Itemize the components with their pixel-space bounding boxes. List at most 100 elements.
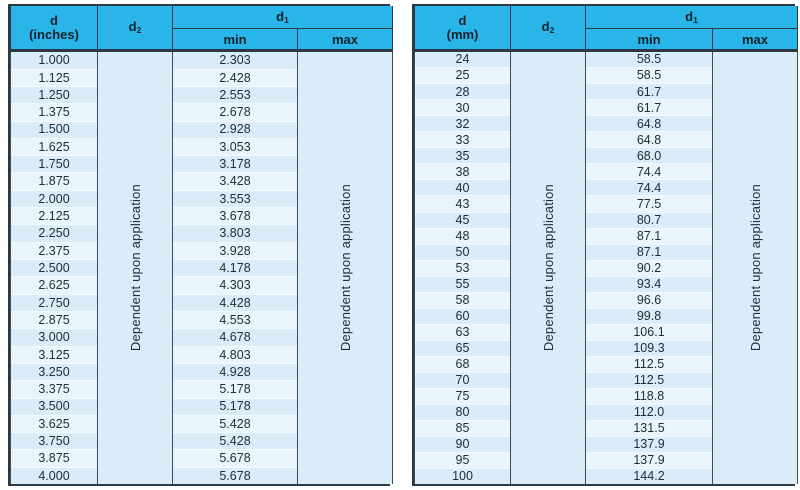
col-header-d-inches: d (inches)	[10, 6, 98, 52]
cell-d: 3.375	[10, 380, 98, 399]
table-row: 43 77.5	[414, 195, 798, 212]
table-row: 50 87.1	[414, 243, 798, 261]
cell-d: 32	[414, 115, 511, 132]
cell-d: 2.500	[10, 259, 98, 277]
cell-d: 1.125	[10, 68, 98, 87]
inches-table-body: 1.000 Dependent upon application 2.303 Depe…	[10, 49, 393, 484]
cell-d: 33	[414, 131, 511, 148]
table-row: 38 74.4	[414, 163, 798, 180]
cell-d1-min: 118.8	[585, 387, 713, 405]
table-row: 100 144.2	[414, 468, 798, 484]
table-row: 33 64.8	[414, 131, 798, 148]
cell-d1-min: 5.428	[172, 414, 298, 433]
col-header-d1: d1	[585, 6, 798, 29]
table-row: 30 61.7	[414, 99, 798, 116]
cell-d: 1.625	[10, 137, 98, 156]
d-unit-label: (mm)	[446, 26, 479, 42]
table-row: 2.625 4.303	[10, 276, 393, 295]
cell-d1-min: 4.303	[172, 276, 298, 295]
cell-d1-min: 3.428	[172, 172, 298, 191]
cell-d: 1.250	[10, 85, 98, 104]
table-row: 3.750 5.428	[10, 432, 393, 450]
d2-subscript: 2	[549, 25, 555, 36]
cell-d: 50	[414, 243, 511, 261]
cell-d1-min: 93.4	[585, 275, 713, 293]
cell-d: 1.750	[10, 155, 98, 173]
table-row: 1.125 2.428	[10, 68, 393, 87]
d2-subscript: 2	[136, 25, 142, 36]
cell-d1-min: 64.8	[585, 115, 713, 132]
d2-label: d	[128, 19, 137, 35]
d1-label: d	[276, 8, 285, 24]
table-row: 3.625 5.428	[10, 414, 393, 433]
cell-d: 28	[414, 83, 511, 100]
cell-d1-min: 5.428	[172, 432, 298, 450]
cell-d: 1.375	[10, 103, 98, 122]
cell-d: 2.000	[10, 189, 98, 208]
table-row: 55 93.4	[414, 275, 798, 293]
cell-d1-min: 61.7	[585, 83, 713, 100]
table-row: 4.000 5.678	[10, 466, 393, 484]
cell-d: 70	[414, 371, 511, 389]
subcol-header-max: max	[712, 28, 798, 52]
table-row: 3.250 4.928	[10, 362, 393, 381]
table-row: 65 109.3	[414, 339, 798, 357]
table-row: 2.000 3.553	[10, 189, 393, 208]
cell-d1-min: 106.1	[585, 323, 713, 341]
cell-d: 58	[414, 291, 511, 309]
d-unit-label: (inches)	[29, 26, 79, 42]
table-row: 85 131.5	[414, 419, 798, 437]
cell-d1-min: 4.553	[172, 310, 298, 329]
table-row: 1.250 2.553	[10, 85, 393, 104]
cell-d1-min: 2.928	[172, 120, 298, 139]
cell-d1-min: 2.553	[172, 85, 298, 104]
d2-dependent-panel: Dependent upon application	[97, 49, 173, 484]
cell-d: 53	[414, 259, 511, 277]
table-row: 3.000 4.678	[10, 328, 393, 347]
cell-d1-min: 5.678	[172, 466, 298, 484]
d-label: d	[50, 12, 58, 28]
cell-d: 100	[414, 468, 511, 484]
cell-d1-min: 4.803	[172, 345, 298, 364]
cell-d: 43	[414, 195, 511, 212]
table-row: 1.375 2.678	[10, 103, 393, 122]
cell-d1-min: 4.428	[172, 293, 298, 312]
cell-d: 2.125	[10, 207, 98, 225]
cell-d1-min: 2.428	[172, 68, 298, 87]
subcol-header-min: min	[172, 28, 298, 52]
cell-d1-min: 137.9	[585, 435, 713, 453]
col-header-d2: d2	[510, 6, 586, 52]
table-row: 3.125 4.803	[10, 345, 393, 364]
cell-d: 2.250	[10, 224, 98, 243]
cell-d: 40	[414, 179, 511, 196]
cell-d1-min: 74.4	[585, 179, 713, 196]
cell-d1-min: 3.178	[172, 155, 298, 173]
mm-table: d (mm) d2 d1 min max 24 Dependent upon ap…	[412, 4, 798, 486]
subcol-header-max: max	[297, 28, 393, 52]
table-row: 75 118.8	[414, 387, 798, 405]
table-row: 1.625 3.053	[10, 137, 393, 156]
cell-d: 3.000	[10, 328, 98, 347]
cell-d: 80	[414, 403, 511, 421]
cell-d1-min: 3.553	[172, 189, 298, 208]
table-row: 80 112.0	[414, 403, 798, 421]
cell-d1-min: 2.303	[172, 49, 298, 70]
cell-d1-min: 77.5	[585, 195, 713, 212]
d1-subscript: 1	[693, 14, 698, 25]
cell-d: 35	[414, 147, 511, 164]
subcol-header-min: min	[585, 28, 713, 52]
col-header-d-mm: d (mm)	[414, 6, 511, 52]
cell-d: 3.750	[10, 432, 98, 450]
cell-d: 90	[414, 435, 511, 453]
table-row: 2.125 3.678	[10, 207, 393, 225]
table-row: 58 96.6	[414, 291, 798, 309]
cell-d: 4.000	[10, 466, 98, 484]
cell-d1-min: 58.5	[585, 48, 713, 68]
table-row: 35 68.0	[414, 147, 798, 164]
cell-d1-min: 4.178	[172, 259, 298, 277]
cell-d1-min: 109.3	[585, 339, 713, 357]
cell-d1-min: 112.5	[585, 355, 713, 373]
cell-d: 2.750	[10, 293, 98, 312]
cell-d1-min: 80.7	[585, 211, 713, 229]
cell-d1-min: 87.1	[585, 227, 713, 245]
